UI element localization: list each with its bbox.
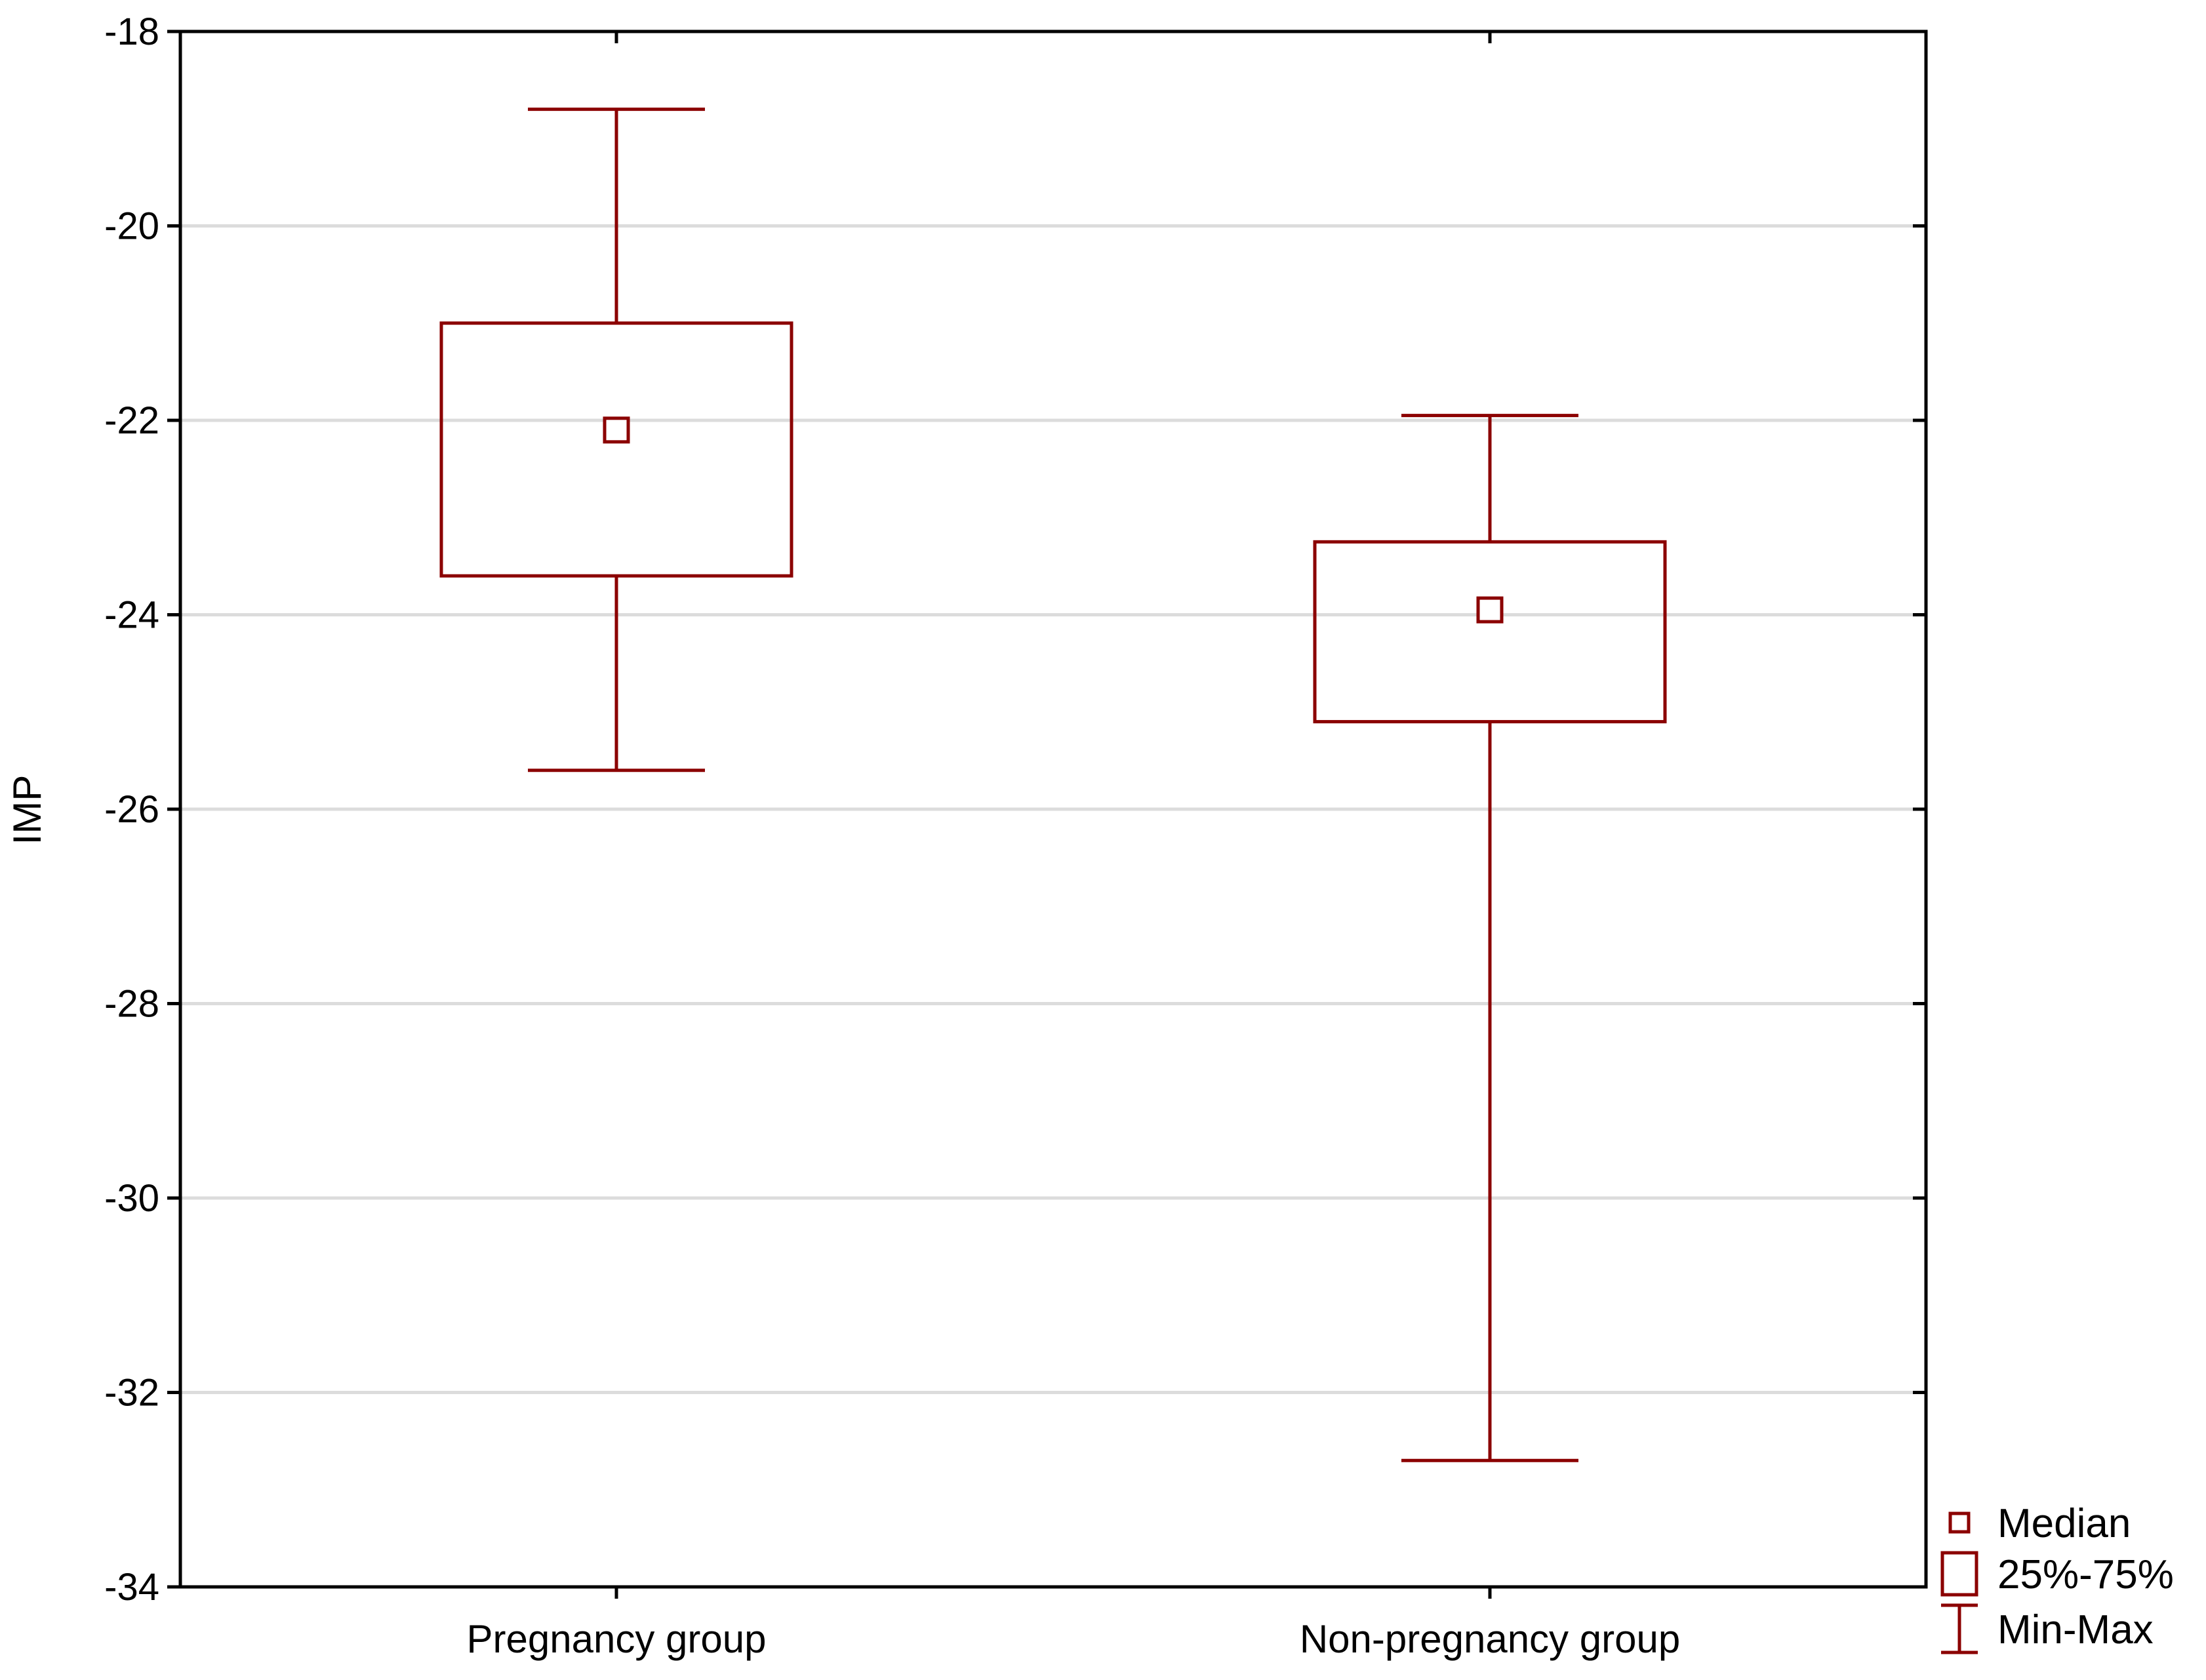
legend-item: Min-Max: [1941, 1603, 2154, 1654]
legend-label: Min-Max: [1997, 1607, 2154, 1652]
y-tick-label: -34: [104, 1566, 159, 1609]
y-tick-label: -18: [104, 10, 159, 53]
axes: -18 -20 -22 -24 -26 -28 -30 -32 -34 Pregnancy gro…: [104, 10, 1928, 1661]
y-tick-label: -24: [104, 594, 159, 637]
box-group: [439, 108, 793, 772]
gridlines: [180, 224, 1926, 1394]
y-tick-label: -28: [104, 983, 159, 1026]
legend-label: Median: [1997, 1501, 2131, 1546]
x-tick-label: Pregnancy group: [467, 1617, 767, 1661]
box-group: [1313, 414, 1667, 1462]
y-axis-label: IMP: [5, 775, 49, 845]
iqr-box: [439, 321, 793, 578]
y-tick-label: -20: [104, 205, 159, 248]
x-tick-label: Non-pregnancy group: [1300, 1617, 1680, 1661]
y-tick-label: -22: [104, 399, 159, 442]
legend-median-symbol: [1948, 1511, 1971, 1534]
box-marks: [439, 108, 1667, 1462]
legend-item: 25%-75%: [1940, 1551, 2174, 1597]
legend-item: Median: [1948, 1501, 2131, 1546]
legend: Median 25%-75% Min-Max: [1940, 1501, 2174, 1654]
legend-label: 25%-75%: [1997, 1552, 2174, 1597]
legend-box-symbol: [1940, 1551, 1978, 1597]
y-tick-label: -26: [104, 788, 159, 831]
median-marker: [603, 416, 630, 444]
y-tick-label: -32: [104, 1372, 159, 1414]
y-tick-label: -30: [104, 1177, 159, 1220]
iqr-box: [1313, 540, 1667, 724]
median-marker: [1476, 596, 1504, 624]
